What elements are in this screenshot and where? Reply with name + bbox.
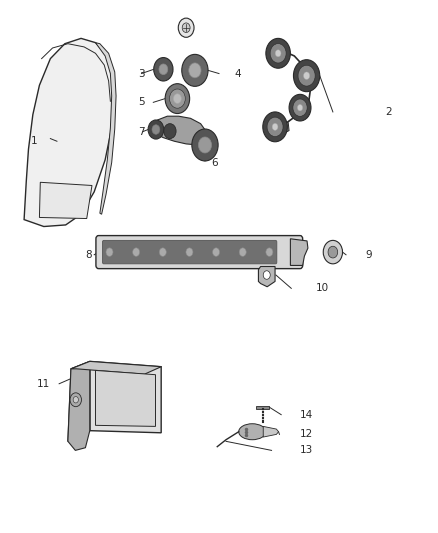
Polygon shape bbox=[90, 361, 161, 433]
Circle shape bbox=[275, 50, 281, 57]
Circle shape bbox=[304, 72, 310, 79]
Polygon shape bbox=[95, 370, 155, 426]
Polygon shape bbox=[290, 239, 308, 265]
Text: 13: 13 bbox=[300, 446, 313, 455]
Circle shape bbox=[159, 248, 166, 256]
Circle shape bbox=[159, 64, 168, 75]
Circle shape bbox=[198, 137, 212, 153]
Circle shape bbox=[263, 271, 270, 279]
Polygon shape bbox=[256, 406, 269, 409]
Circle shape bbox=[73, 397, 78, 403]
FancyBboxPatch shape bbox=[96, 236, 303, 269]
Circle shape bbox=[192, 129, 218, 161]
Circle shape bbox=[289, 94, 311, 121]
Circle shape bbox=[266, 38, 290, 68]
Polygon shape bbox=[71, 361, 161, 374]
Text: 9: 9 bbox=[366, 250, 372, 260]
Circle shape bbox=[189, 63, 201, 78]
Polygon shape bbox=[68, 361, 90, 441]
Circle shape bbox=[186, 248, 193, 256]
Circle shape bbox=[154, 58, 173, 81]
Circle shape bbox=[323, 240, 343, 264]
Circle shape bbox=[293, 99, 307, 116]
Text: 10: 10 bbox=[315, 284, 328, 293]
Circle shape bbox=[293, 60, 320, 92]
Circle shape bbox=[182, 54, 208, 86]
Polygon shape bbox=[68, 361, 90, 450]
Circle shape bbox=[70, 393, 81, 407]
FancyBboxPatch shape bbox=[102, 240, 277, 264]
Circle shape bbox=[270, 44, 286, 63]
Polygon shape bbox=[24, 38, 113, 227]
Circle shape bbox=[182, 23, 190, 33]
Circle shape bbox=[164, 124, 176, 139]
Circle shape bbox=[165, 84, 190, 114]
Circle shape bbox=[170, 89, 185, 108]
Circle shape bbox=[328, 246, 338, 258]
Text: 7: 7 bbox=[138, 127, 145, 136]
Text: 11: 11 bbox=[37, 379, 50, 389]
Circle shape bbox=[267, 117, 283, 136]
Circle shape bbox=[239, 248, 246, 256]
Text: 3: 3 bbox=[138, 69, 145, 78]
Polygon shape bbox=[95, 43, 116, 214]
Circle shape bbox=[298, 66, 315, 86]
Circle shape bbox=[212, 248, 219, 256]
Polygon shape bbox=[268, 121, 289, 133]
Circle shape bbox=[106, 248, 113, 256]
Circle shape bbox=[263, 112, 287, 142]
Circle shape bbox=[133, 248, 140, 256]
Text: 6: 6 bbox=[211, 158, 218, 168]
Text: 4: 4 bbox=[234, 69, 241, 78]
Polygon shape bbox=[258, 266, 275, 287]
Circle shape bbox=[266, 248, 273, 256]
Text: 12: 12 bbox=[300, 430, 313, 439]
Circle shape bbox=[297, 104, 303, 111]
Circle shape bbox=[148, 120, 164, 139]
Polygon shape bbox=[152, 116, 209, 145]
Ellipse shape bbox=[239, 424, 266, 440]
Polygon shape bbox=[39, 182, 92, 219]
Circle shape bbox=[272, 124, 278, 130]
Circle shape bbox=[173, 94, 181, 103]
Text: 5: 5 bbox=[138, 98, 145, 107]
Text: 2: 2 bbox=[385, 107, 392, 117]
Circle shape bbox=[178, 18, 194, 37]
Circle shape bbox=[152, 125, 160, 134]
Polygon shape bbox=[263, 426, 279, 437]
Text: 1: 1 bbox=[31, 136, 37, 146]
Text: 8: 8 bbox=[85, 250, 92, 260]
Text: 14: 14 bbox=[300, 410, 313, 419]
